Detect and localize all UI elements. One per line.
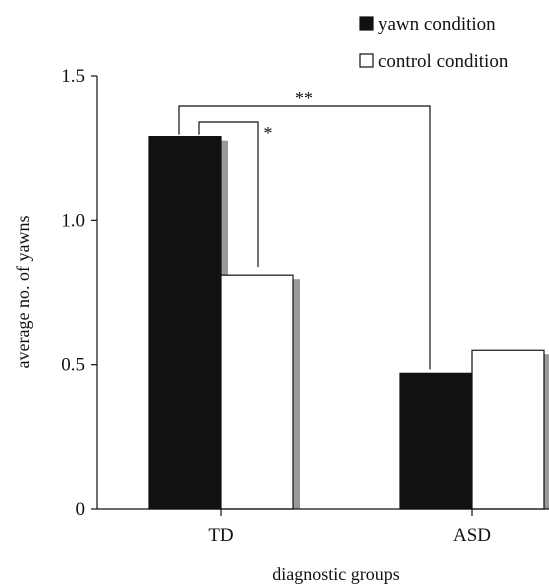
y-ticks: 0 0.5 1.0 1.5: [61, 66, 97, 520]
significance-brackets: ***: [178, 88, 431, 370]
y-axis-title: average no. of yawns: [13, 216, 33, 369]
legend-label-yawn: yawn condition: [378, 14, 496, 35]
bar-asd-control: [471, 349, 545, 510]
legend: yawn condition control condition: [359, 14, 509, 72]
y-tick-label: 1.0: [61, 210, 85, 231]
significance-star-double: **: [295, 88, 313, 108]
x-tick-label: TD: [208, 525, 233, 546]
legend-swatch-yawn: [359, 16, 374, 31]
y-tick-label: 0.5: [61, 355, 85, 376]
x-ticks: TD ASD: [208, 509, 491, 546]
legend-label-control: control condition: [378, 51, 509, 72]
bar-td-control: [220, 274, 294, 510]
significance-bracket-double: [178, 105, 431, 370]
y-tick-label: 0: [76, 499, 86, 520]
bar-td-yawn: [148, 136, 222, 510]
legend-swatch-control: [359, 53, 374, 68]
bar-asd-yawn: [399, 372, 473, 510]
significance-star-single: *: [264, 123, 273, 143]
y-tick-label: 1.5: [61, 66, 85, 87]
bars: [148, 136, 545, 510]
x-tick-label: ASD: [453, 525, 491, 546]
significance-bracket-single: [198, 121, 259, 268]
axes: [96, 76, 549, 510]
x-axis-title: diagnostic groups: [272, 564, 400, 584]
